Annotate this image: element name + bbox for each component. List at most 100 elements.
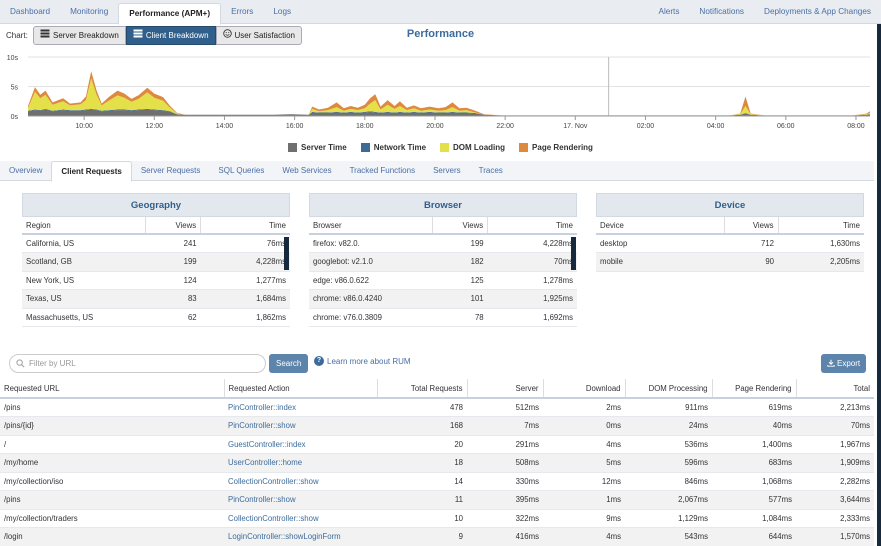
- tab-traces[interactable]: Traces: [478, 166, 503, 175]
- device-col-device[interactable]: Device: [596, 217, 724, 235]
- legend-item[interactable]: Page Rendering: [519, 143, 593, 152]
- performance-subtabs: Overview Client Requests Server Requests SQ…: [0, 161, 874, 182]
- browser-col-views[interactable]: Views: [431, 217, 488, 235]
- nav-deployments-app-changes[interactable]: Deployments & App Changes: [764, 7, 871, 16]
- tab-web-services[interactable]: Web Services: [282, 166, 332, 175]
- table-row[interactable]: Scotland, GB 199 4,228ms: [22, 252, 290, 272]
- request-cell: 911ms: [625, 398, 712, 417]
- table-row[interactable]: firefox: v82.0. 199 4,228ms: [309, 234, 577, 253]
- x-tick-label: 02:00: [637, 123, 655, 130]
- browser-scrollbar[interactable]: [571, 237, 576, 270]
- geography-col-region[interactable]: Region: [22, 217, 146, 235]
- table-row[interactable]: /login LoginController::showLoginForm 9 416…: [0, 527, 874, 546]
- table-row[interactable]: desktop 712 1,630ms: [596, 234, 864, 253]
- action-link[interactable]: CollectionController::show: [224, 509, 377, 528]
- legend-label: Network Time: [373, 143, 427, 152]
- request-cell: 2,067ms: [625, 490, 712, 510]
- geography-col-views[interactable]: Views: [144, 217, 201, 235]
- table-row[interactable]: edge: v86.0.622 125 1,278ms: [309, 271, 577, 290]
- device-col-views[interactable]: Views: [723, 217, 778, 235]
- tab-servers[interactable]: Servers: [433, 166, 461, 175]
- col-dom-processing[interactable]: DOM Processing: [624, 379, 712, 399]
- filter-url-input[interactable]: Filter by URL: [9, 354, 266, 373]
- tab-overview[interactable]: Overview: [9, 166, 43, 175]
- col-download[interactable]: Download: [542, 379, 625, 399]
- table-row[interactable]: /my/home UserController::home 18 508ms 5ms 59…: [0, 453, 874, 473]
- col-page-rendering[interactable]: Page Rendering: [711, 379, 796, 399]
- tab-sql-queries[interactable]: SQL Queries: [218, 166, 265, 175]
- col-total-requests[interactable]: Total Requests: [376, 379, 467, 399]
- nav-monitoring[interactable]: Monitoring: [70, 7, 109, 16]
- device-col-time[interactable]: Time: [777, 217, 864, 235]
- nav-dashboard[interactable]: Dashboard: [10, 7, 51, 16]
- nav-alerts[interactable]: Alerts: [658, 7, 680, 16]
- nav-errors[interactable]: Errors: [231, 7, 254, 16]
- chart-button-label: User Satisfaction: [234, 31, 295, 40]
- request-cell: 9ms: [543, 509, 625, 528]
- action-link[interactable]: PinController::show: [224, 490, 377, 510]
- search-button[interactable]: Search: [269, 354, 309, 373]
- x-tick-label: 17. Nov: [563, 123, 588, 130]
- action-link[interactable]: GuestController::index: [224, 435, 377, 454]
- table-row[interactable]: California, US 241 76ms: [22, 234, 290, 253]
- table-row[interactable]: /my/collection/traders CollectionControll…: [0, 509, 874, 528]
- action-link[interactable]: PinController::index: [224, 398, 377, 417]
- table-row[interactable]: googlebot: v2.1.0 182 70ms: [309, 252, 577, 272]
- action-link[interactable]: UserController::home: [224, 453, 377, 473]
- smiley-icon: [222, 27, 232, 44]
- table-row[interactable]: / GuestController::index 20 291ms 4ms 536ms 1,…: [0, 435, 874, 454]
- export-button[interactable]: Export: [821, 354, 867, 373]
- legend-item[interactable]: Server Time: [288, 143, 347, 152]
- nav-notifications[interactable]: Notifications: [699, 7, 745, 16]
- x-tick-label: 08:00: [847, 123, 865, 130]
- browser-col-browser[interactable]: Browser: [309, 217, 433, 235]
- browser-cell: 1,925ms: [487, 289, 577, 309]
- request-cell: 2,333ms: [796, 509, 874, 528]
- nav-performance-apm[interactable]: Performance (APM+): [118, 3, 222, 25]
- table-row[interactable]: chrome: v76.0.3809 78 1,692ms: [309, 308, 577, 327]
- layers-icon: [133, 27, 143, 44]
- table-row[interactable]: chrome: v86.0.4240 101 1,925ms: [309, 289, 577, 309]
- user-satisfaction-button[interactable]: User Satisfaction: [215, 26, 302, 45]
- browser-col-time[interactable]: Time: [487, 217, 577, 235]
- action-link[interactable]: PinController::show: [224, 416, 377, 436]
- action-link[interactable]: CollectionController::show: [224, 472, 377, 491]
- col-total[interactable]: Total: [795, 379, 874, 399]
- request-cell: 416ms: [467, 527, 543, 546]
- server-breakdown-button[interactable]: Server Breakdown: [33, 26, 126, 45]
- legend-item[interactable]: DOM Loading: [440, 143, 505, 152]
- col-server[interactable]: Server: [466, 379, 543, 399]
- y-tick-label: 0s: [11, 114, 19, 121]
- table-row[interactable]: /my/collection/iso CollectionController::…: [0, 472, 874, 491]
- page-scrollbar[interactable]: [877, 24, 881, 546]
- client-breakdown-button[interactable]: Client Breakdown: [125, 26, 216, 45]
- table-row[interactable]: New York, US 124 1,277ms: [22, 271, 290, 290]
- geography-cell: Massachusetts, US: [22, 308, 146, 327]
- geography-col-time[interactable]: Time: [200, 217, 290, 235]
- client-requests-table: Requested URL Requested Action Total Reque…: [0, 379, 874, 546]
- table-row[interactable]: mobile 90 2,205ms: [596, 252, 864, 272]
- request-cell: 330ms: [467, 472, 543, 491]
- table-row[interactable]: /pins PinController::show 11 395ms 1ms 2,067m…: [0, 490, 874, 510]
- col-requested-action[interactable]: Requested Action: [223, 379, 377, 399]
- legend-item[interactable]: Network Time: [360, 143, 427, 152]
- legend-swatch: [288, 143, 298, 152]
- tab-server-requests[interactable]: Server Requests: [140, 166, 201, 175]
- geography-scrollbar[interactable]: [284, 237, 289, 270]
- geography-cell: 1,277ms: [200, 271, 290, 290]
- download-icon: [827, 359, 835, 367]
- request-cell: 0ms: [543, 416, 625, 436]
- nav-logs[interactable]: Logs: [273, 7, 292, 16]
- col-requested-url[interactable]: Requested URL: [0, 379, 224, 399]
- action-link[interactable]: LoginController::showLoginForm: [224, 527, 377, 546]
- table-row[interactable]: Massachusetts, US 62 1,862ms: [22, 308, 290, 327]
- request-cell: 1,570ms: [796, 527, 874, 546]
- tab-tracked-functions[interactable]: Tracked Functions: [349, 166, 416, 175]
- table-row[interactable]: /pins/{id} PinController::show 168 7ms 0ms 24…: [0, 416, 874, 436]
- request-cell: /login: [0, 527, 224, 546]
- table-row[interactable]: Texas, US 83 1,684ms: [22, 289, 290, 309]
- tab-client-requests[interactable]: Client Requests: [51, 161, 132, 182]
- series-area-page-rendering: [28, 71, 870, 116]
- table-row[interactable]: /pins PinController::index 478 512ms 2ms 911m…: [0, 398, 874, 417]
- learn-rum-link[interactable]: ? Learn more about RUM: [314, 356, 411, 366]
